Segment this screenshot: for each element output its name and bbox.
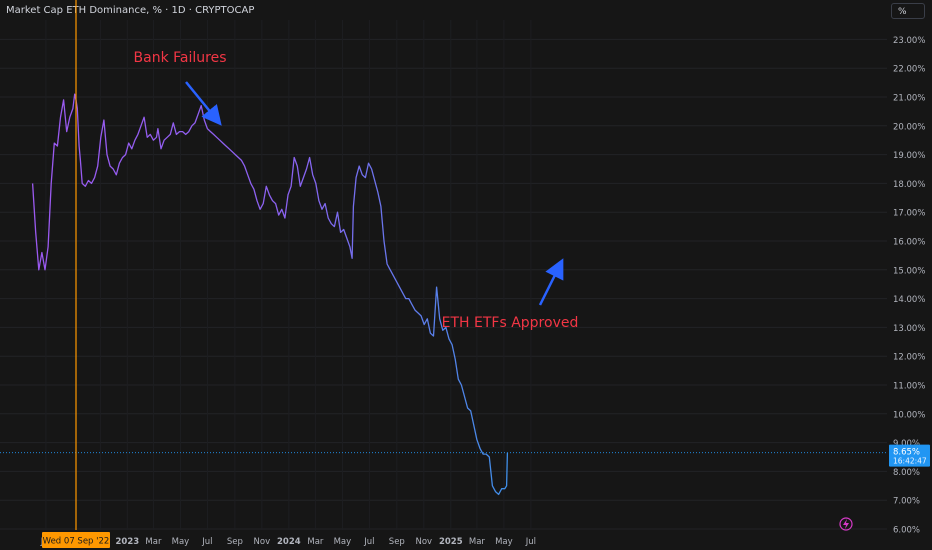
y-axis: 6.00% 7.00% 8.00% 9.00% 10.00% 11.00% 12.00% 13… [893,36,925,536]
y-tick-label: 20.00% [893,122,925,132]
series-line [31,93,509,496]
bank-failures-arrow [185,81,222,126]
grid [0,20,887,530]
percent-scale-button[interactable]: % [891,3,925,19]
y-tick-label: 19.00% [893,151,925,161]
lightning-icon [839,517,853,531]
eth-etfs-annotation: ETH ETFs Approved [442,315,579,331]
y-tick-label: 17.00% [893,209,925,219]
x-tick-label: Sep [227,537,243,547]
x-tick-label: May [172,537,190,547]
x-tick-label: Mar [145,537,162,547]
x-tick-label: Jul [525,537,536,547]
x-tick-label: Jul [201,537,212,547]
x-tick-label: Mar [307,537,324,547]
last-price-badge [889,444,930,467]
x-tick-label: Nov [254,537,271,547]
y-tick-label: 22.00% [893,65,925,75]
x-tick-label: 2025 [439,537,463,547]
crosshair-date-badge [42,532,110,548]
y-tick-label: 6.00% [893,526,920,536]
x-tick-label: May [334,537,352,547]
x-tick-label: Jul [363,537,374,547]
y-tick-label: 12.00% [893,353,925,363]
y-tick-label: 16.00% [893,238,925,248]
x-tick-label: May [495,537,513,547]
bank-failures-annotation: Bank Failures [134,50,227,66]
y-tick-label: 21.00% [893,94,925,104]
x-tick-label: 2024 [277,537,301,547]
y-tick-label: 15.00% [893,266,925,276]
x-axis: Jul Nov 2023 Mar May Jul Sep Nov 2024 Mar May Jul Se… [40,537,536,547]
x-tick-label: Mar [469,537,486,547]
y-tick-label: 13.00% [893,324,925,334]
lightning-icon-bolt [843,519,849,529]
y-tick-label: 18.00% [893,180,925,190]
x-tick-label: 2023 [115,537,139,547]
lightning-icon-ring [839,517,853,531]
y-tick-label: 7.00% [893,497,920,507]
chart-title: Market Cap ETH Dominance, % · 1D · CRYPT… [6,5,255,16]
last-price-value: 8.65% [893,448,920,458]
y-tick-label: 14.00% [893,295,925,305]
last-price-countdown: 16:42:47 [893,457,927,466]
series-layer [31,93,509,496]
x-tick-label: Nov [416,537,433,547]
y-tick-label: 23.00% [893,36,925,46]
y-tick-label: 11.00% [893,382,925,392]
y-tick-label: 8.00% [893,468,920,478]
y-tick-label: 10.00% [893,410,925,420]
x-tick-label: Sep [389,537,405,547]
eth-etfs-arrow [538,258,564,306]
crosshair-date-label: Wed 07 Sep '22 [43,537,110,547]
y-tick-label: 9.00% [893,439,920,449]
